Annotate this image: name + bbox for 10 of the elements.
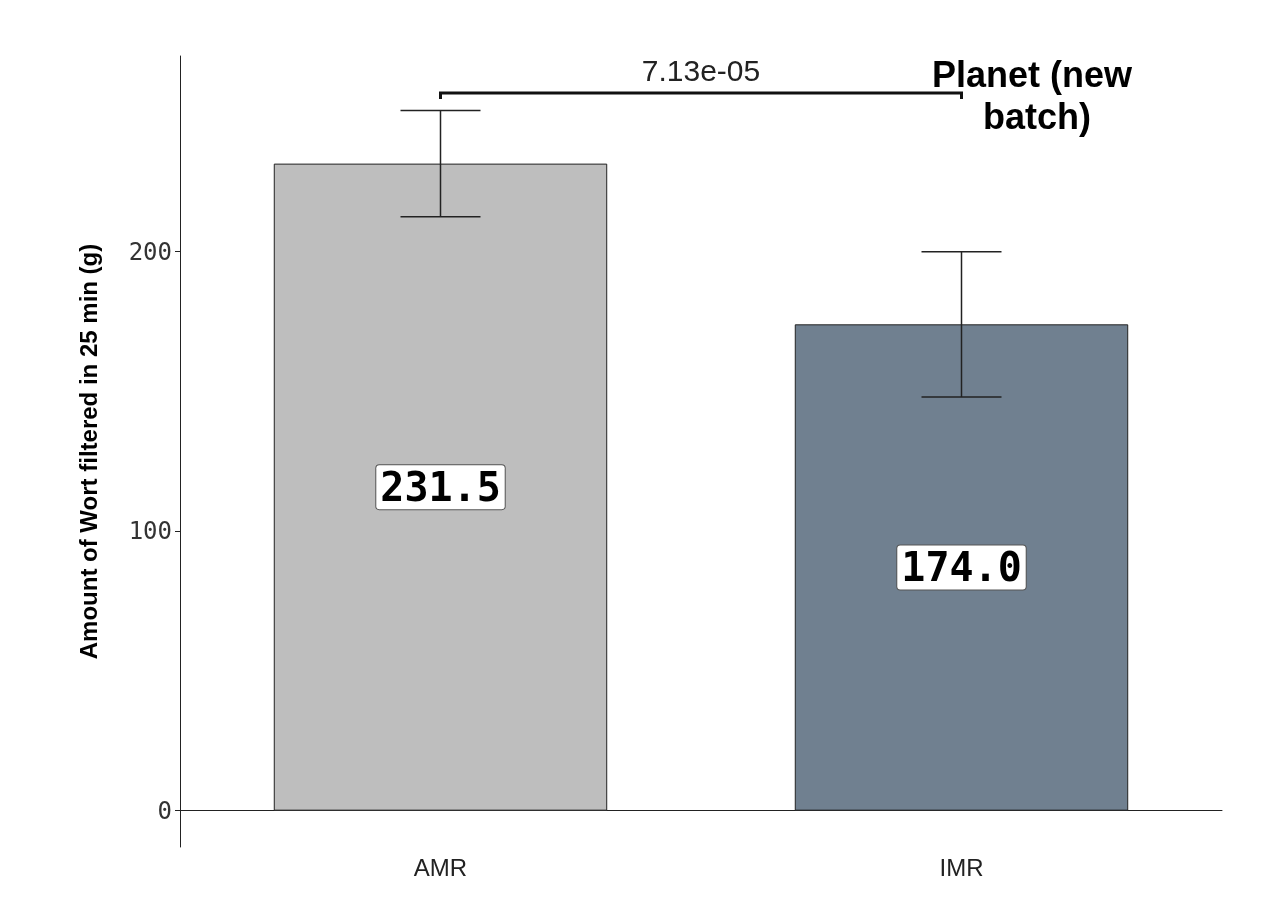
x-tick-label: IMR — [939, 853, 984, 881]
y-tick-label: 200 — [128, 237, 172, 266]
y-axis-title: Amount of Wort filtered in 25 min (g) — [74, 243, 102, 660]
annotation: 7.13e-05 — [641, 53, 761, 87]
text: Planet (new batch) — [931, 53, 1143, 137]
y-tick-label: 0 — [157, 796, 172, 825]
x-tick-label: AMR — [413, 853, 468, 881]
data-label: 174.0 — [901, 544, 1022, 591]
data-label: 231.5 — [380, 464, 501, 511]
y-tick-label: 100 — [128, 517, 172, 546]
